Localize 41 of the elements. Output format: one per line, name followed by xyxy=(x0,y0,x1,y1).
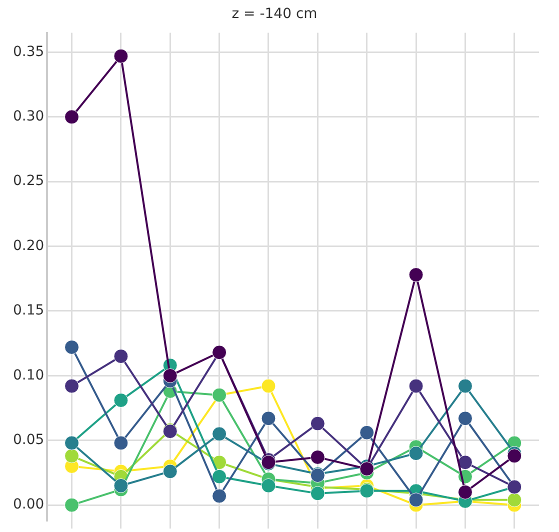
point xyxy=(458,484,472,500)
point xyxy=(408,378,424,394)
point xyxy=(114,478,128,493)
y-tick-label: 0.25 xyxy=(13,173,44,190)
point xyxy=(360,425,374,440)
y-tick-label: 0.20 xyxy=(13,238,44,254)
point xyxy=(162,368,178,383)
point xyxy=(261,411,276,426)
point xyxy=(64,498,80,512)
point xyxy=(310,450,325,464)
point xyxy=(64,110,80,124)
y-tick-label: 0.15 xyxy=(13,302,44,319)
chart-title: z = -140 cm xyxy=(232,6,318,22)
point xyxy=(408,492,424,508)
point xyxy=(114,436,128,450)
y-tick-label: 0.35 xyxy=(13,44,44,60)
point xyxy=(212,426,227,442)
point xyxy=(114,349,128,364)
point xyxy=(64,378,80,394)
y-tick-label: 0.10 xyxy=(13,367,44,384)
point xyxy=(507,492,522,508)
point xyxy=(458,411,472,426)
point xyxy=(458,455,472,470)
point xyxy=(114,393,128,408)
point xyxy=(261,478,276,493)
point xyxy=(212,488,227,504)
point xyxy=(310,486,325,501)
y-tick-label: 0.05 xyxy=(13,432,44,448)
point xyxy=(408,446,424,461)
point xyxy=(114,48,128,64)
point xyxy=(310,416,325,431)
point xyxy=(458,378,472,394)
y-tick-label: 0.30 xyxy=(13,108,44,125)
point xyxy=(212,469,227,484)
point xyxy=(212,455,227,470)
y-tick-label: 0.00 xyxy=(13,496,44,513)
point xyxy=(64,340,80,354)
point xyxy=(408,268,424,282)
point xyxy=(162,464,178,479)
point xyxy=(64,448,80,464)
point xyxy=(261,378,276,394)
